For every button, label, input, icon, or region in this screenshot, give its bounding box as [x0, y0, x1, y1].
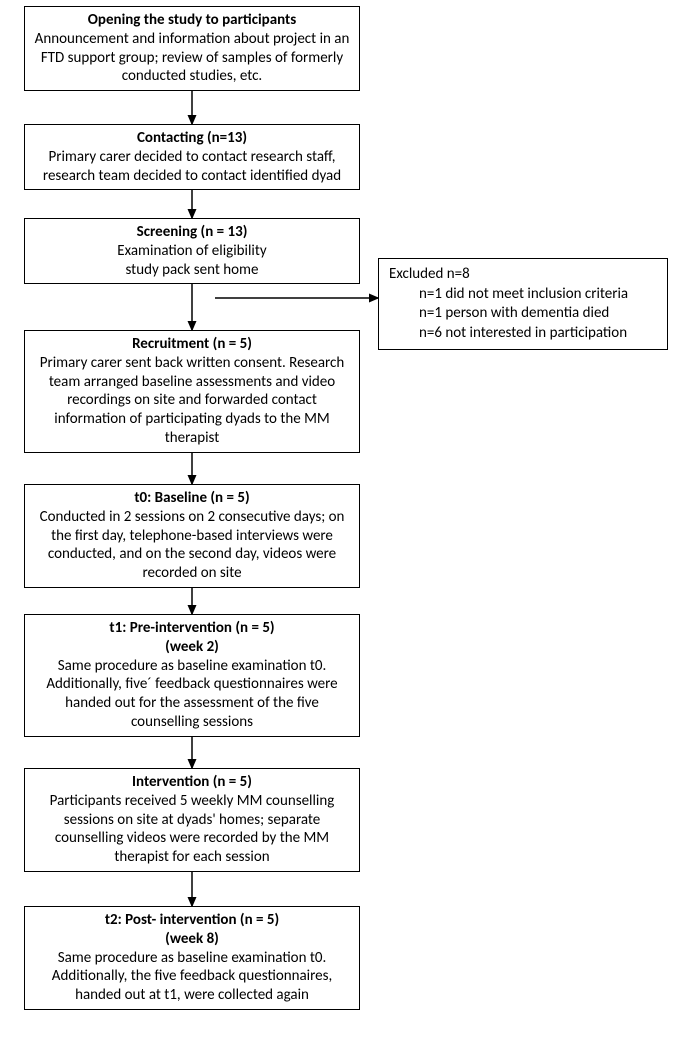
node-baseline-title: t0: Baseline (n = 5) — [33, 489, 351, 508]
excluded-item-1: n=1 person with dementia died — [389, 304, 657, 324]
node-recruitment-body: Primary carer sent back written consent.… — [33, 354, 351, 448]
node-screening-body2: study pack sent home — [33, 261, 351, 280]
node-screening-title: Screening (n = 13) — [33, 223, 351, 242]
node-postintervention-title: t2: Post- intervention (n = 5) — [33, 911, 351, 930]
excluded-item-0: n=1 did not meet inclusion criteria — [389, 285, 657, 305]
node-screening-body1: Examination of eligibility — [33, 242, 351, 261]
node-preintervention: t1: Pre-intervention (n = 5) (week 2) Sa… — [24, 614, 360, 737]
node-contacting-title: Contacting (n=13) — [33, 129, 351, 148]
node-baseline: t0: Baseline (n = 5) Conducted in 2 sess… — [24, 484, 360, 588]
node-contacting-body: Primary carer decided to contact researc… — [33, 148, 351, 186]
node-postintervention-subtitle: (week 8) — [33, 930, 351, 949]
node-postintervention: t2: Post- intervention (n = 5) (week 8) … — [24, 906, 360, 1010]
node-intervention: Intervention (n = 5) Participants receiv… — [24, 768, 360, 872]
node-opening: Opening the study to participants Announ… — [24, 6, 360, 91]
node-baseline-body: Conducted in 2 sessions on 2 consecutive… — [33, 508, 351, 583]
node-preintervention-subtitle: (week 2) — [33, 638, 351, 657]
node-recruitment: Recruitment (n = 5) Primary carer sent b… — [24, 330, 360, 453]
node-contacting: Contacting (n=13) Primary carer decided … — [24, 124, 360, 190]
node-excluded: Excluded n=8 n=1 did not meet inclusion … — [378, 258, 668, 350]
node-preintervention-body: Same procedure as baseline examination t… — [33, 657, 351, 732]
node-opening-title: Opening the study to participants — [33, 11, 351, 30]
node-opening-body: Announcement and information about proje… — [33, 30, 351, 86]
node-intervention-title: Intervention (n = 5) — [33, 773, 351, 792]
node-intervention-body: Participants received 5 weekly MM counse… — [33, 792, 351, 867]
node-recruitment-title: Recruitment (n = 5) — [33, 335, 351, 354]
excluded-title: Excluded n=8 — [389, 265, 657, 285]
node-postintervention-body: Same procedure as baseline examination t… — [33, 949, 351, 1005]
node-preintervention-title: t1: Pre-intervention (n = 5) — [33, 619, 351, 638]
excluded-item-2: n=6 not interested in participation — [389, 324, 657, 344]
node-screening: Screening (n = 13) Examination of eligib… — [24, 218, 360, 284]
